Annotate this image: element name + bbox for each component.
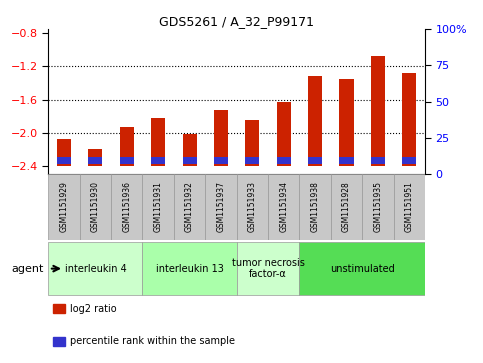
Bar [57, 139, 71, 166]
Text: tumor necrosis
factor-α: tumor necrosis factor-α [232, 258, 304, 280]
Bar [371, 157, 385, 164]
Bar [277, 157, 291, 164]
Bar [402, 157, 416, 164]
Bar [237, 174, 268, 240]
Bar [120, 127, 134, 166]
Bar [142, 174, 174, 240]
Text: agent: agent [11, 264, 43, 274]
Bar [308, 157, 322, 164]
Bar [88, 157, 102, 164]
Bar [299, 174, 331, 240]
Text: log2 ratio: log2 ratio [70, 303, 117, 314]
Text: GSM1151932: GSM1151932 [185, 182, 194, 232]
Bar [183, 157, 197, 164]
Bar [308, 76, 322, 166]
Text: interleukin 4: interleukin 4 [65, 264, 126, 274]
Bar [80, 174, 111, 240]
Bar [48, 174, 80, 240]
Text: GSM1151933: GSM1151933 [248, 182, 257, 232]
Bar [340, 79, 354, 166]
Bar [277, 102, 291, 166]
Bar [88, 149, 102, 166]
Bar [362, 174, 394, 240]
Bar [371, 56, 385, 166]
Bar [331, 174, 362, 240]
Text: GSM1151937: GSM1151937 [216, 182, 226, 232]
Bar [245, 120, 259, 166]
Bar [151, 118, 165, 166]
Bar [394, 174, 425, 240]
Bar [142, 242, 237, 295]
Text: GSM1151938: GSM1151938 [311, 182, 320, 232]
Text: GSM1151951: GSM1151951 [405, 182, 414, 232]
Bar [174, 174, 205, 240]
Text: GSM1151936: GSM1151936 [122, 182, 131, 232]
Bar [268, 174, 299, 240]
Text: interleukin 13: interleukin 13 [156, 264, 224, 274]
Text: GSM1151934: GSM1151934 [279, 182, 288, 232]
Bar [340, 157, 354, 164]
Bar [214, 157, 228, 164]
Text: GSM1151931: GSM1151931 [154, 182, 163, 232]
Bar [214, 110, 228, 166]
Bar [299, 242, 425, 295]
Bar [237, 242, 299, 295]
Bar [151, 157, 165, 164]
Text: GSM1151928: GSM1151928 [342, 182, 351, 232]
Title: GDS5261 / A_32_P99171: GDS5261 / A_32_P99171 [159, 15, 314, 28]
Bar [120, 157, 134, 164]
Text: GSM1151929: GSM1151929 [59, 182, 69, 232]
Text: unstimulated: unstimulated [330, 264, 395, 274]
Bar [205, 174, 237, 240]
Bar [245, 157, 259, 164]
Text: percentile rank within the sample: percentile rank within the sample [70, 336, 235, 346]
Bar [111, 174, 142, 240]
Bar [48, 242, 142, 295]
Bar [183, 134, 197, 166]
Bar [402, 73, 416, 166]
Text: GSM1151935: GSM1151935 [373, 182, 383, 232]
Bar [57, 157, 71, 164]
Text: GSM1151930: GSM1151930 [91, 182, 100, 232]
